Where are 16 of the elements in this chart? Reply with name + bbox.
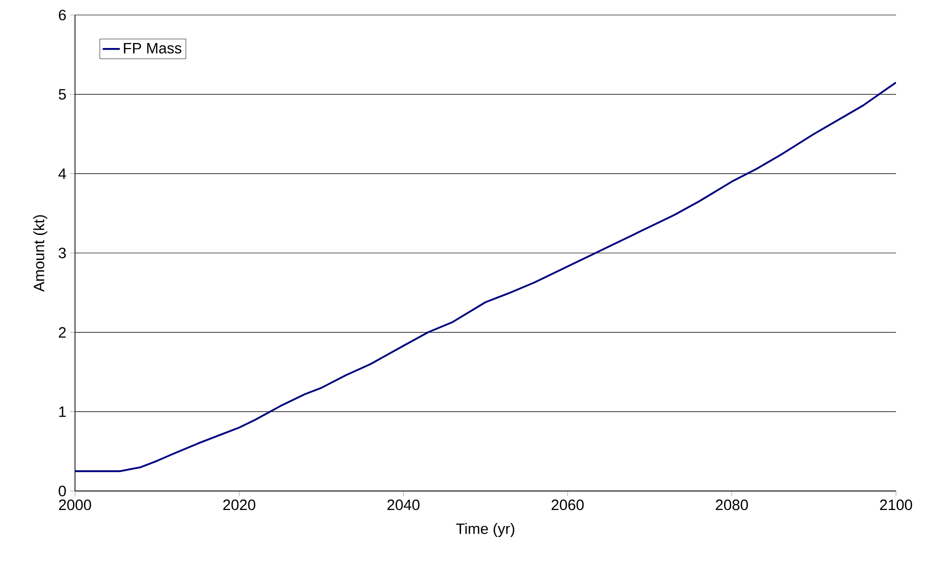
y-tick-label: 2 bbox=[58, 327, 66, 338]
y-tick-label: 5 bbox=[58, 89, 66, 100]
y-tick-label: 0 bbox=[58, 486, 66, 496]
x-tick-label: 2060 bbox=[552, 500, 584, 510]
y-axis-title: Amount (kt) bbox=[33, 215, 48, 292]
y-tick-label: 4 bbox=[58, 168, 66, 179]
x-tick-label: 2020 bbox=[223, 500, 256, 510]
x-tick-label: 2000 bbox=[59, 500, 92, 510]
y-tick-label: 1 bbox=[59, 406, 66, 417]
x-tick-label: 2100 bbox=[880, 500, 912, 510]
x-axis-title: Time (yr) bbox=[456, 523, 514, 537]
y-tick-label: 6 bbox=[58, 10, 66, 20]
legend-label: FP Mass bbox=[124, 43, 182, 54]
y-tick-label: 3 bbox=[58, 248, 66, 258]
x-tick-label: 2080 bbox=[716, 500, 748, 510]
x-tick-label: 2040 bbox=[387, 500, 420, 510]
